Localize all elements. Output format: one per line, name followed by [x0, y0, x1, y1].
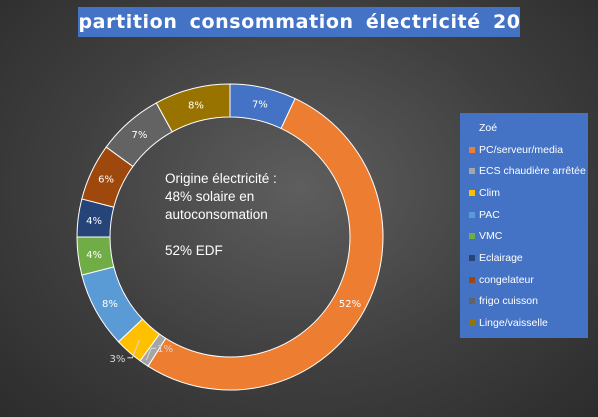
legend-swatch	[469, 211, 475, 218]
slice-label-pc-serveur-media: 52%	[339, 299, 361, 310]
annotation-line: autoconsomation	[165, 207, 268, 222]
legend-item-vmc: VMC	[460, 226, 588, 246]
slice-label-zoe: 7%	[252, 99, 268, 110]
legend-swatch	[469, 146, 475, 153]
slice-label-eclairage: 4%	[86, 216, 102, 227]
slice-label-vmc: 4%	[86, 250, 102, 261]
legend-swatch	[469, 189, 475, 196]
legend-label: Clim	[479, 186, 500, 199]
legend-swatch	[469, 168, 475, 175]
annotation-line: 48% solaire en	[165, 189, 255, 204]
legend-label: ECS chaudière arrêtée	[479, 165, 586, 178]
legend-item-eclairage: Eclairage	[460, 248, 588, 268]
legend-item-ecs-chaudiere-arretee: ECS chaudière arrêtée	[460, 161, 588, 181]
annotation-line: 52% EDF	[165, 243, 223, 258]
slice-pc-serveur-media	[147, 97, 384, 391]
legend-label: VMC	[479, 230, 503, 243]
slice-label-ecs-chaudiere-arretee: 1%	[157, 344, 173, 355]
legend-swatch	[469, 320, 475, 327]
chart-title: Répartition consommation électricité 201…	[78, 7, 520, 37]
leader-line-ecs-chaudiere-arretee	[145, 347, 157, 361]
legend-label: Zoé	[479, 121, 498, 134]
legend-label: PC/serveur/media	[479, 143, 564, 156]
legend: Zoé PC/serveur/media ECS chaudière arrêtée…	[460, 113, 588, 338]
legend-label: congelateur	[479, 273, 534, 286]
legend-swatch	[469, 124, 475, 131]
legend-item-linge-vaisselle: Linge/vaisselle	[460, 313, 588, 333]
legend-item-congelateur: congelateur	[460, 270, 588, 290]
slice-linge-vaisselle	[155, 83, 231, 133]
legend-swatch	[469, 233, 475, 240]
donut-slices	[76, 83, 384, 391]
legend-label: Eclairage	[479, 251, 523, 264]
legend-item-pac: PAC	[460, 205, 588, 225]
legend-item-frigo-cuisson: frigo cuisson	[460, 291, 588, 311]
legend-swatch	[469, 276, 475, 283]
legend-item-zoe: Zoé	[460, 118, 588, 138]
slice-label-congelateur: 6%	[98, 175, 114, 186]
legend-label: Linge/vaisselle	[479, 317, 548, 330]
slice-label-frigo-cuisson: 7%	[131, 130, 147, 141]
leader-line-clim	[127, 339, 140, 359]
legend-label: PAC	[479, 208, 500, 221]
legend-swatch	[469, 298, 475, 305]
legend-swatch	[469, 254, 475, 261]
annotation-line	[165, 224, 315, 242]
slice-labels: 7% 52% 1% 3% 8% 4% 4% 6% 7% 8%	[86, 99, 361, 364]
legend-label: frigo cuisson	[479, 295, 538, 308]
legend-item-pc-serveur-media: PC/serveur/media	[460, 140, 588, 160]
legend-item-clim: Clim	[460, 183, 588, 203]
annotation-line: Origine électricité :	[165, 171, 277, 186]
center-annotation: Origine électricité : 48% solaire en autoc…	[165, 170, 315, 260]
slice-label-pac: 8%	[102, 299, 118, 310]
slice-label-clim: 3%	[110, 354, 126, 365]
slice-label-linge-vaisselle: 8%	[188, 100, 204, 111]
